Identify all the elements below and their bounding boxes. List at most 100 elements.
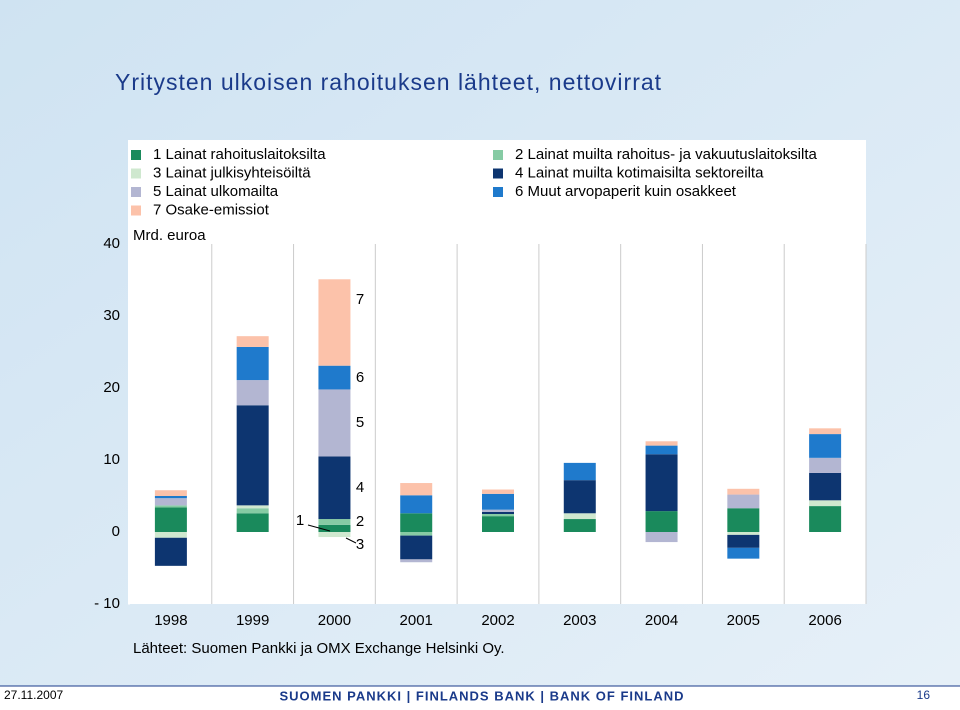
bar-segment [318, 279, 351, 366]
footer-page: 16 [917, 688, 931, 702]
annotation: 1 [296, 512, 304, 529]
legend-swatch [131, 150, 141, 160]
bar-segment [727, 488, 760, 495]
legend-swatch [131, 205, 141, 216]
bar-segment [809, 472, 842, 501]
bar-segment [482, 509, 514, 512]
footer-date: 27.11.2007 [4, 688, 63, 702]
x-tick-label: 1998 [154, 612, 187, 629]
legend-label: 6 Muut arvopaperit kuin osakkeet [515, 183, 737, 200]
legend-label: 3 Lainat julkisyhteisöiltä [153, 164, 311, 181]
bar-segment [318, 456, 351, 520]
bar-segment [645, 532, 678, 543]
bar-segment [154, 505, 187, 508]
bar-segment [645, 511, 678, 532]
bar-segment [400, 532, 433, 536]
bar-segment [318, 532, 351, 538]
bar-segment [727, 494, 760, 509]
legend-label: 2 Lainat muilta rahoitus- ja vakuutuslai… [515, 146, 817, 163]
bar-segment [645, 454, 678, 512]
x-tick-label: 2001 [400, 612, 433, 629]
bar-segment [154, 532, 187, 538]
x-tick-label: 2005 [727, 612, 760, 629]
bar-segment [563, 519, 596, 532]
footer-band [0, 686, 960, 705]
bar-segment [809, 428, 842, 435]
y-tick-label: 10 [103, 451, 120, 468]
y-tick-label: 40 [103, 235, 120, 252]
bar-segment [563, 462, 596, 481]
bar-segment [154, 498, 187, 506]
bar-segment [727, 547, 760, 559]
x-tick-label: 2000 [318, 612, 351, 629]
bar-segment [400, 513, 433, 532]
bar-segment [154, 496, 187, 499]
bar-segment [727, 532, 760, 535]
bar-segment [318, 519, 351, 525]
annotation: 2 [356, 513, 364, 530]
bar-segment [563, 480, 596, 514]
annotation: 5 [356, 414, 364, 431]
x-tick-label: 2003 [563, 612, 596, 629]
bar-segment [482, 493, 514, 510]
x-tick-label: 2002 [481, 612, 514, 629]
legend-label: 7 Osake-emissiot [153, 201, 270, 218]
bar-segment [236, 508, 269, 514]
bar-segment [318, 389, 351, 457]
bar-segment [236, 346, 269, 381]
bar-segment [400, 483, 433, 496]
bar-segment [563, 513, 596, 520]
annotation: 3 [356, 536, 364, 553]
bar-segment [482, 489, 514, 494]
bar-segment [482, 516, 514, 532]
bar-segment [809, 500, 842, 507]
bar-segment [318, 365, 351, 390]
footer-organization: SUOMEN PANKKI | FINLANDS BANK | BANK OF … [279, 688, 684, 703]
annotation: 7 [356, 291, 364, 308]
legend-swatch [493, 168, 503, 179]
bar-segment [236, 505, 269, 509]
bar-segment [727, 508, 760, 532]
bar-segment [809, 506, 842, 532]
bar-segment [154, 537, 187, 566]
legend-swatch [493, 150, 503, 160]
annotation-leader [307, 524, 331, 532]
bar-segment [645, 441, 678, 446]
legend-label: 1 Lainat rahoituslaitoksilta [153, 146, 326, 163]
bar-segment [727, 534, 760, 548]
y-tick-label: - 10 [94, 595, 120, 612]
x-tick-label: 2006 [808, 612, 841, 629]
bar-segment [236, 405, 269, 506]
annotation: 6 [356, 369, 364, 386]
y-tick-label: 20 [103, 379, 120, 396]
y-axis-label: Mrd. euroa [133, 227, 206, 244]
legend-swatch [131, 168, 141, 179]
bar-segment [154, 507, 187, 532]
bar-segment [318, 524, 351, 532]
legend-label: 4 Lainat muilta kotimaisilta sektoreilta [515, 164, 764, 181]
annotation-leader [345, 537, 357, 544]
bar-segment [236, 336, 269, 347]
bar-segment [400, 495, 433, 514]
chart-title: Yritysten ulkoisen rahoituksen lähteet, … [115, 69, 662, 95]
annotation: 4 [356, 479, 364, 496]
legend-label: 5 Lainat ulkomailta [153, 183, 279, 200]
bar-segment [482, 511, 514, 514]
legend-swatch [131, 187, 141, 197]
bar-segment [809, 434, 842, 458]
y-tick-label: 0 [112, 523, 120, 540]
legend-swatch [493, 187, 503, 197]
bar-segment [809, 457, 842, 473]
bar-segment [400, 559, 433, 563]
bar-segment [645, 445, 678, 455]
x-tick-label: 1999 [236, 612, 269, 629]
x-tick-label: 2004 [645, 612, 678, 629]
y-tick-label: 30 [103, 307, 120, 324]
bar-segment [482, 514, 514, 517]
bar-segment [236, 513, 269, 532]
bar-segment [400, 535, 433, 560]
bar-segment [236, 380, 269, 406]
source: Lähteet: Suomen Pankki ja OMX Exchange H… [133, 640, 505, 657]
bar-segment [154, 490, 187, 496]
